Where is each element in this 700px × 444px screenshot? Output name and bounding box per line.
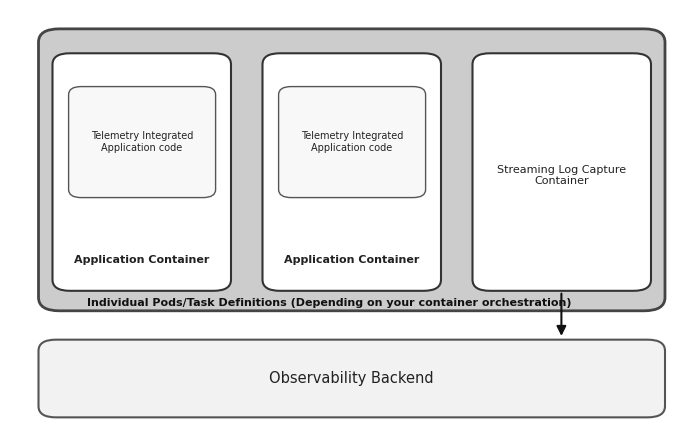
Text: Telemetry Integrated
Application code: Telemetry Integrated Application code	[91, 131, 193, 153]
FancyBboxPatch shape	[38, 340, 665, 417]
Text: Streaming Log Capture
Container: Streaming Log Capture Container	[497, 165, 626, 186]
Text: Application Container: Application Container	[74, 255, 209, 265]
Text: Individual Pods/Task Definitions (Depending on your container orchestration): Individual Pods/Task Definitions (Depend…	[87, 298, 571, 308]
FancyBboxPatch shape	[52, 53, 231, 291]
FancyBboxPatch shape	[473, 53, 651, 291]
FancyBboxPatch shape	[69, 87, 216, 198]
FancyBboxPatch shape	[38, 29, 665, 311]
FancyBboxPatch shape	[279, 87, 426, 198]
Text: Observability Backend: Observability Backend	[270, 371, 434, 386]
FancyBboxPatch shape	[262, 53, 441, 291]
Text: Telemetry Integrated
Application code: Telemetry Integrated Application code	[301, 131, 403, 153]
Text: Application Container: Application Container	[284, 255, 419, 265]
